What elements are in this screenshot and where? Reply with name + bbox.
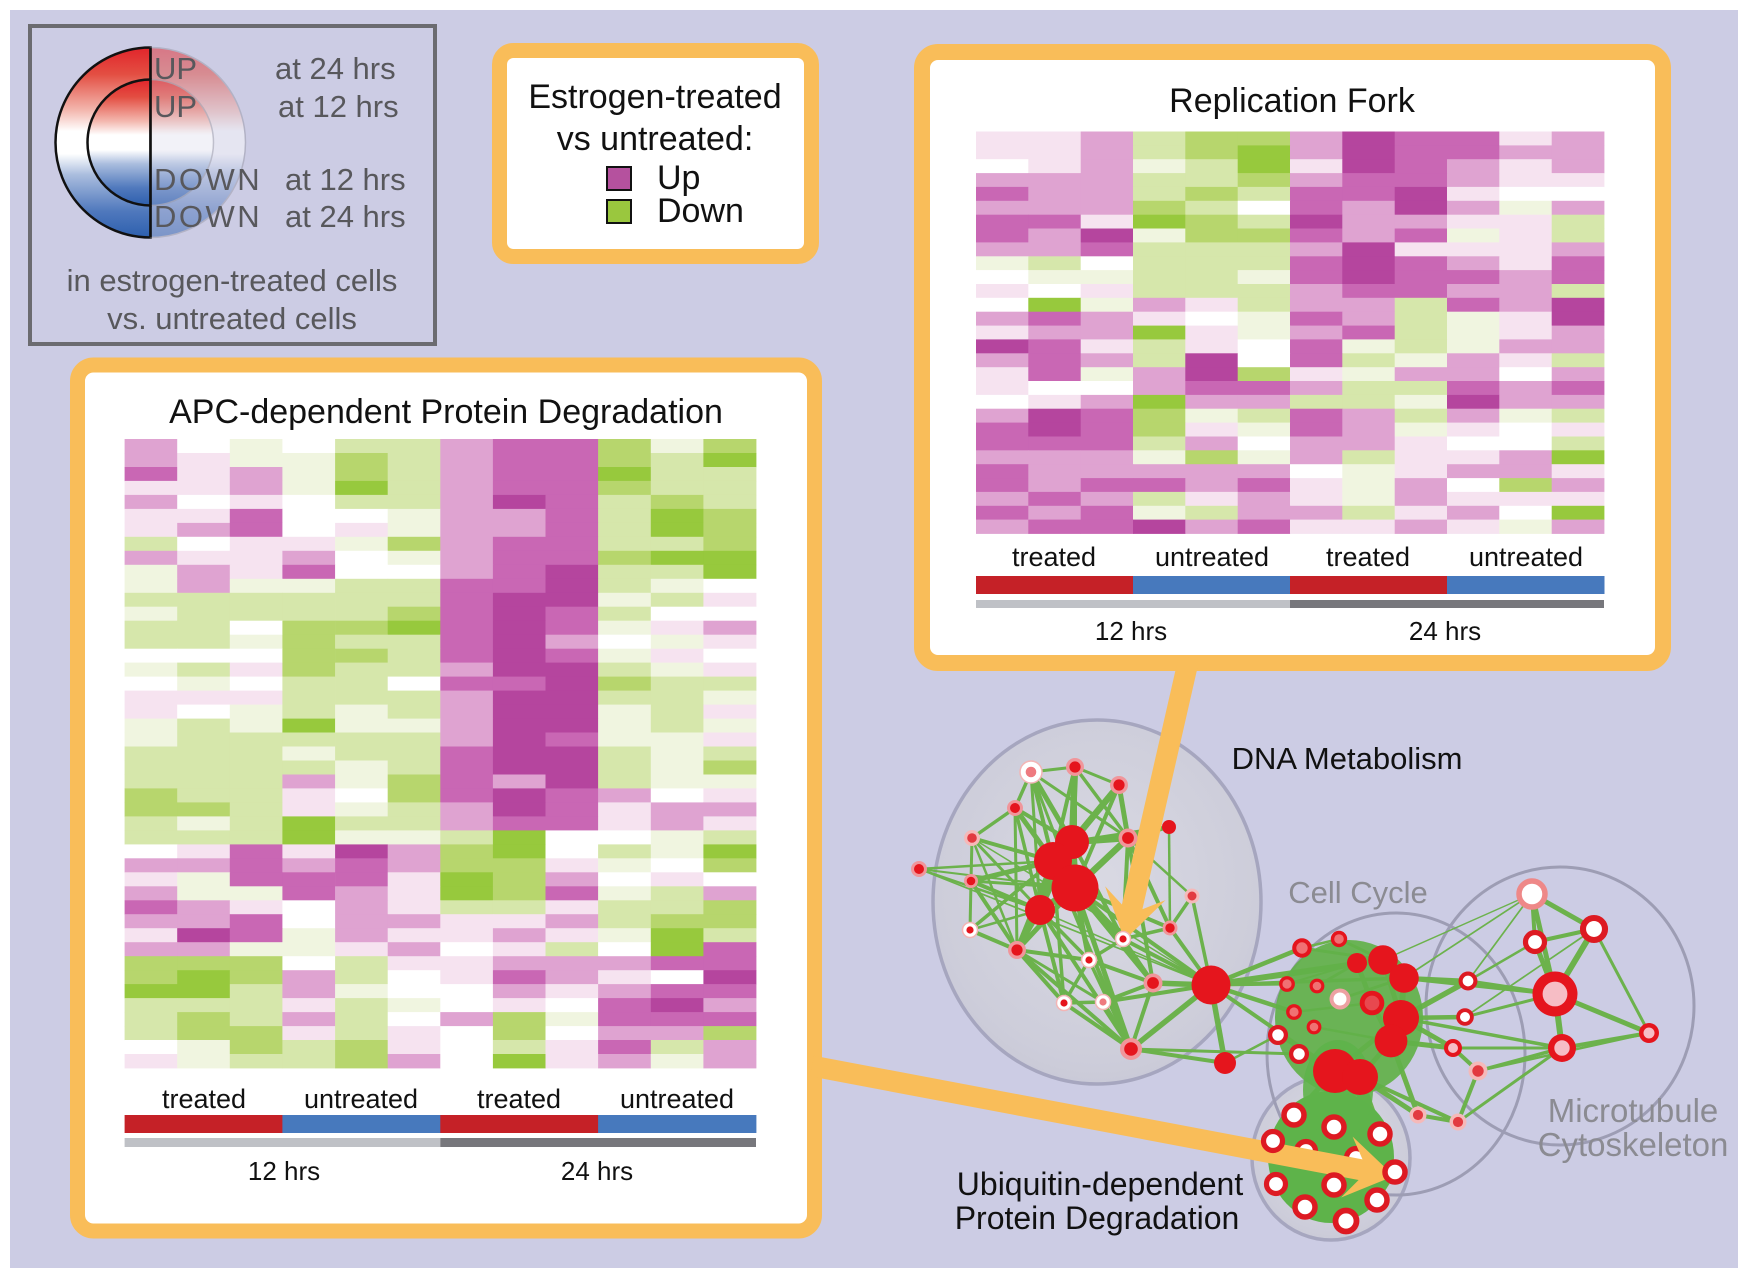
- svg-text:24 hrs: 24 hrs: [561, 1156, 633, 1186]
- svg-text:Ubiquitin-dependent: Ubiquitin-dependent: [957, 1166, 1244, 1202]
- svg-text:Protein Degradation: Protein Degradation: [955, 1200, 1240, 1236]
- svg-text:12 hrs: 12 hrs: [248, 1156, 320, 1186]
- svg-text:Microtubule: Microtubule: [1548, 1092, 1719, 1129]
- svg-text:vs. untreated cells: vs. untreated cells: [107, 301, 357, 336]
- svg-text:Down: Down: [657, 192, 744, 230]
- svg-text:Replication Fork: Replication Fork: [1169, 82, 1416, 120]
- svg-text:UP: UP: [154, 89, 197, 124]
- svg-text:in estrogen-treated cells: in estrogen-treated cells: [67, 263, 398, 298]
- svg-text:treated: treated: [1326, 542, 1410, 572]
- svg-text:Up: Up: [657, 159, 700, 197]
- svg-text:untreated: untreated: [1155, 542, 1269, 572]
- svg-text:at 12 hrs: at 12 hrs: [285, 162, 406, 197]
- svg-text:UP: UP: [154, 51, 197, 86]
- svg-text:untreated: untreated: [304, 1084, 418, 1114]
- svg-text:Cell Cycle: Cell Cycle: [1288, 875, 1428, 910]
- svg-text:treated: treated: [1012, 542, 1096, 572]
- svg-text:DNA Metabolism: DNA Metabolism: [1232, 741, 1463, 776]
- svg-text:DOWN: DOWN: [154, 199, 262, 234]
- svg-text:at 12 hrs: at 12 hrs: [278, 89, 399, 124]
- svg-text:at 24 hrs: at 24 hrs: [275, 51, 396, 86]
- svg-text:DOWN: DOWN: [154, 162, 262, 197]
- svg-text:vs untreated:: vs untreated:: [557, 120, 754, 158]
- svg-text:APC-dependent Protein Degradat: APC-dependent Protein Degradation: [169, 393, 723, 431]
- svg-text:Estrogen-treated: Estrogen-treated: [528, 78, 781, 116]
- svg-text:untreated: untreated: [1469, 542, 1583, 572]
- svg-text:treated: treated: [477, 1084, 561, 1114]
- svg-text:Cytoskeleton: Cytoskeleton: [1538, 1126, 1729, 1163]
- svg-text:at 24 hrs: at 24 hrs: [285, 199, 406, 234]
- svg-text:24 hrs: 24 hrs: [1409, 616, 1481, 646]
- svg-text:untreated: untreated: [620, 1084, 734, 1114]
- svg-text:treated: treated: [162, 1084, 246, 1114]
- svg-text:12 hrs: 12 hrs: [1095, 616, 1167, 646]
